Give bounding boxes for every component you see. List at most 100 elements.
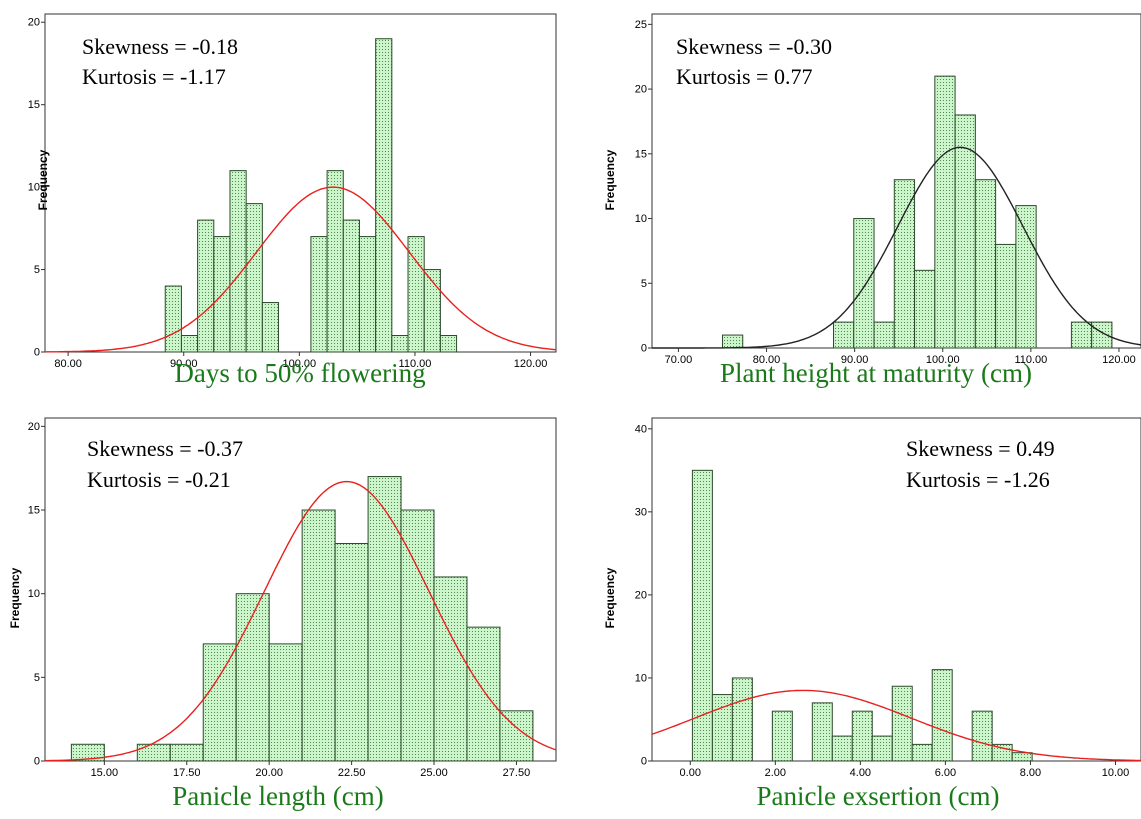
- histogram-bar: [235, 593, 270, 762]
- histogram-bar: [245, 203, 263, 353]
- normal-curve: [44, 480, 557, 762]
- histogram-bar: [197, 219, 215, 353]
- histogram-bar: [180, 335, 199, 353]
- histogram-bar: [334, 542, 369, 762]
- y-axis-label: Frequency: [603, 567, 617, 628]
- histogram-bar: [731, 677, 753, 762]
- x-tick-label: 15.00: [91, 767, 119, 779]
- y-tick-label: 20: [28, 421, 40, 433]
- histogram-bar: [911, 743, 933, 762]
- histogram-bar: [931, 669, 953, 762]
- histogram-bar: [375, 38, 393, 353]
- histogram-bar: [873, 321, 895, 349]
- y-axis-label: Frequency: [603, 149, 617, 210]
- histogram-bar: [833, 321, 855, 349]
- histogram-bar: [367, 476, 402, 762]
- y-tick-label: 20: [28, 17, 40, 29]
- y-tick-label: 20: [635, 589, 647, 601]
- histogram-bar: [771, 710, 793, 762]
- panel-2-plot: 70.00 80.00 90.00 100.00 110.00 120.00 0 5 10 15 2…: [635, 13, 1141, 366]
- y-tick-label: 0: [641, 343, 647, 355]
- histogram-bar: [310, 236, 328, 353]
- panel-4-plot: 0.00 2.00 4.00 6.00 8.00 10.00 0 10 20 30 40: [635, 417, 1141, 779]
- x-tick-label: 22.50: [338, 767, 366, 779]
- histogram-bar: [433, 576, 468, 762]
- panel-plant-height: 70.00 80.00 90.00 100.00 110.00 120.00 0 5 10 15 2…: [603, 13, 1141, 388]
- panel-panicle-length: 15.00 17.50 20.00 22.50 25.00 27.50 0 5 10 15 20 F…: [8, 417, 557, 811]
- skewness-label: Skewness = 0.49: [906, 436, 1055, 461]
- histogram-bar: [342, 219, 360, 353]
- x-tick-label: 80.00: [753, 354, 781, 366]
- histogram-bar: [439, 335, 458, 353]
- normal-curve: [652, 146, 1141, 349]
- histogram-bar: [974, 179, 997, 349]
- histogram-bar: [261, 302, 280, 353]
- skewness-label: Skewness = -0.30: [676, 34, 832, 59]
- x-tick-label: 80.00: [54, 358, 82, 370]
- histogram-bar: [853, 218, 875, 349]
- histogram-bar: [914, 269, 936, 349]
- kurtosis-label: Kurtosis = -1.17: [82, 64, 226, 89]
- x-tick-label: 8.00: [1020, 767, 1041, 779]
- y-tick-label: 15: [28, 505, 40, 517]
- x-tick-label: 27.50: [503, 767, 531, 779]
- panel-caption: Panicle exsertion (cm): [757, 781, 1000, 811]
- panel-caption: Plant height at maturity (cm): [720, 358, 1032, 388]
- normal-curve: [44, 186, 557, 353]
- skewness-label: Skewness = -0.18: [82, 34, 238, 59]
- histogram-bar: [169, 743, 204, 762]
- histogram-bar: [831, 735, 853, 762]
- x-tick-label: 100.00: [283, 358, 317, 370]
- histogram-bar: [934, 75, 956, 349]
- histogram-bar: [202, 643, 237, 762]
- histogram-bar: [423, 269, 441, 353]
- histogram-bar: [136, 743, 171, 762]
- y-tick-label: 25: [635, 19, 647, 31]
- x-tick-label: 70.00: [665, 354, 693, 366]
- y-tick-label: 10: [635, 672, 647, 684]
- x-tick-label: 6.00: [935, 767, 956, 779]
- panel-caption: Days to 50% flowering: [174, 358, 425, 388]
- y-axis-label: Frequency: [36, 149, 50, 210]
- histogram-bar: [229, 170, 247, 353]
- y-axis-label: Frequency: [8, 567, 22, 628]
- y-tick-label: 40: [635, 423, 647, 435]
- x-tick-label: 90.00: [841, 354, 869, 366]
- histogram-bar: [851, 710, 873, 762]
- histogram-bar: [326, 170, 344, 353]
- y-tick-label: 15: [635, 148, 647, 160]
- x-tick-label: 17.50: [173, 767, 201, 779]
- histogram-bar: [971, 710, 993, 762]
- y-tick-label: 30: [635, 506, 647, 518]
- x-tick-label: 120.00: [1102, 354, 1136, 366]
- plot-area: [44, 13, 557, 353]
- panel-panicle-exsertion: 0.00 2.00 4.00 6.00 8.00 10.00 0 10 20 30 40 Frequ…: [603, 417, 1141, 811]
- x-tick-label: 25.00: [420, 767, 448, 779]
- x-tick-label: 120.00: [514, 358, 548, 370]
- y-tick-label: 5: [34, 672, 40, 684]
- y-tick-label: 0: [34, 756, 40, 768]
- x-tick-label: 2.00: [765, 767, 786, 779]
- panel-caption: Panicle length (cm): [172, 781, 383, 811]
- histogram-bar: [893, 179, 916, 349]
- kurtosis-label: Kurtosis = -1.26: [906, 467, 1050, 492]
- histogram-bar: [871, 735, 893, 762]
- kurtosis-label: Kurtosis = 0.77: [676, 64, 812, 89]
- x-tick-label: 10.00: [1102, 767, 1130, 779]
- y-tick-label: 10: [635, 213, 647, 225]
- histogram-bar: [954, 114, 976, 349]
- kurtosis-label: Kurtosis = -0.21: [87, 467, 231, 492]
- x-tick-label: 20.00: [255, 767, 283, 779]
- y-tick-label: 5: [641, 278, 647, 290]
- histogram-bar: [811, 702, 833, 762]
- y-tick-label: 15: [28, 99, 40, 111]
- histogram-bar: [1091, 321, 1113, 349]
- panel-3-plot: 15.00 17.50 20.00 22.50 25.00 27.50 0 5 10 15 20: [28, 417, 557, 779]
- x-tick-label: 0.00: [680, 767, 701, 779]
- histogram-bar: [70, 743, 105, 762]
- x-tick-label: 110.00: [399, 358, 432, 370]
- histogram-bar: [995, 243, 1017, 349]
- y-tick-label: 10: [28, 588, 40, 600]
- x-tick-label: 110.00: [1014, 354, 1047, 366]
- histogram-bar: [1015, 205, 1037, 349]
